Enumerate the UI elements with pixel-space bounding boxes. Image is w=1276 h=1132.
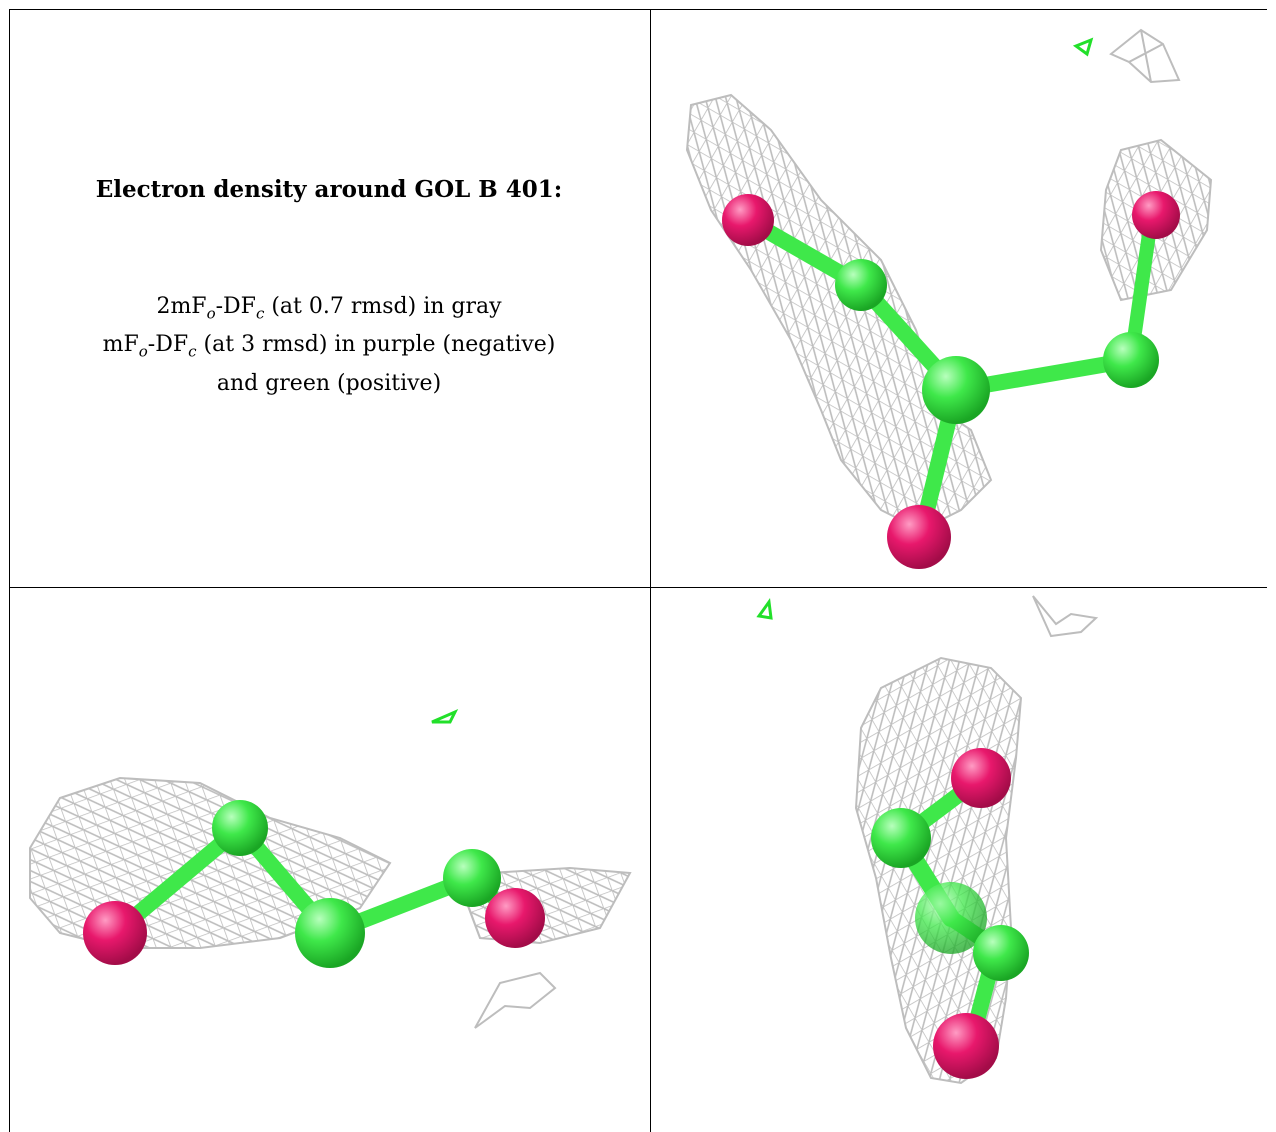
small-mesh [1109, 28, 1181, 84]
oxygen-atom [951, 748, 1011, 808]
figure-table: Electron density around GOL B 401: 2mFo-… [9, 9, 1267, 1132]
carbon-atom [295, 898, 365, 968]
caption-title: Electron density around GOL B 401: [95, 176, 563, 203]
view-top-right [651, 10, 1267, 587]
carbon-atom [1103, 332, 1159, 388]
top-border [9, 9, 1267, 10]
small-mesh [474, 971, 557, 1029]
positive-density-blob [431, 708, 459, 724]
oxygen-atom [1132, 191, 1180, 239]
carbon-atom [973, 925, 1029, 981]
oxygen-atom [83, 901, 147, 965]
positive-density-blob [756, 598, 773, 620]
carbon-atom [443, 849, 501, 907]
small-mesh [1032, 595, 1099, 638]
carbon-atom [212, 800, 268, 856]
carbon-atom [871, 808, 931, 868]
legend-line-colors: and green (positive) [216, 370, 442, 396]
oxygen-atom [485, 888, 545, 948]
middle-divider [9, 587, 1267, 588]
caption-cell: Electron density around GOL B 401: 2mFo-… [9, 9, 649, 587]
carbon-atom [915, 882, 987, 954]
oxygen-atom [933, 1013, 999, 1079]
oxygen-atom [887, 505, 951, 569]
positive-density-blob [1072, 37, 1094, 57]
density-mesh-main [854, 656, 1023, 1085]
legend-line-fo: mFo-DFc (at 3 rmsd) in purple (negative) [102, 332, 556, 361]
molecule-render-2 [29, 708, 632, 1029]
view-bottom-right [651, 588, 1267, 1132]
oxygen-atom [722, 194, 774, 246]
caption-legend: 2mFo-DFc (at 0.7 rmsd) in gray mFo-DFc (… [9, 291, 649, 400]
view-bottom-left [10, 588, 650, 1132]
carbon-atom [922, 356, 990, 424]
left-border [9, 9, 10, 1132]
molecule-render-3 [756, 595, 1099, 1085]
carbon-atom [835, 259, 887, 311]
molecule-render-1 [685, 28, 1213, 569]
center-divider [650, 9, 651, 1132]
legend-line-2fo: 2mFo-DFc (at 0.7 rmsd) in gray [156, 294, 502, 323]
